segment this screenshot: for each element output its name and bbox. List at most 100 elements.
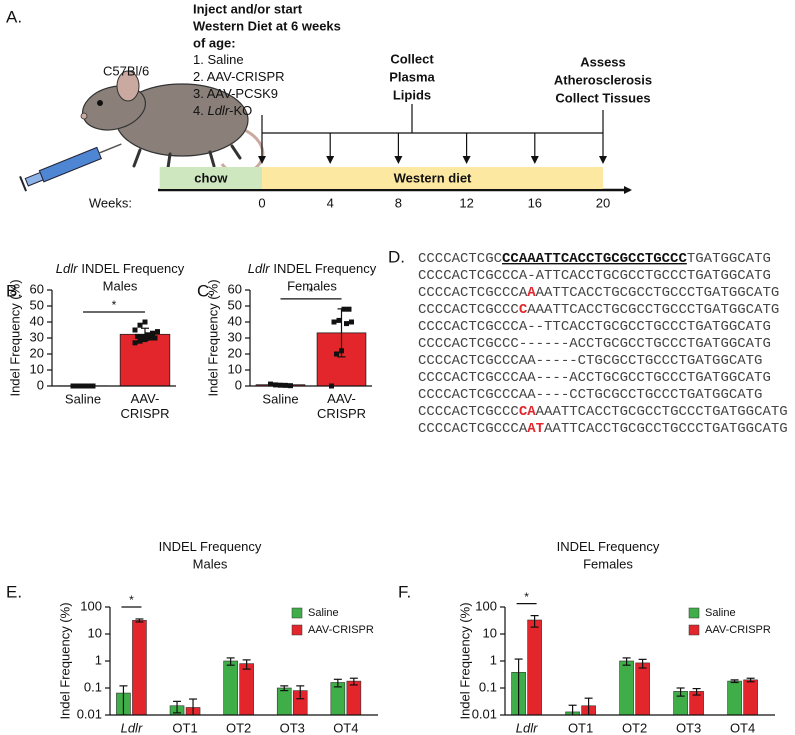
x-tick-label: OT3 <box>676 720 701 735</box>
x-tick-line: CRISPR <box>317 406 366 421</box>
y-tick-label: 10 <box>30 361 44 376</box>
sequence-plain: CCCCACTCGCCCA--TTCACCTGCGCCTGCCCTGATGGCA… <box>418 319 771 335</box>
sequence-line: CCCCACTCGCCCAA-----CTGCGCCTGCCCTGATGGCAT… <box>418 353 762 369</box>
data-point <box>142 319 148 325</box>
sequence-line: CCCCACTCGCCC------ACCTGCGCCTGCCCTGATGGCA… <box>418 336 771 352</box>
treatment-item: 4. Ldlr-KO <box>193 103 252 118</box>
sequence-plain: CCCCACTCGCCC <box>418 404 519 420</box>
y-tick-label: 60 <box>228 281 242 296</box>
legend-label: AAV-CRISPR <box>308 624 374 636</box>
bar <box>239 663 254 715</box>
y-tick-label: 0 <box>37 377 44 392</box>
diet-phase <box>262 167 603 189</box>
data-point <box>288 383 293 389</box>
plot-area <box>511 615 758 715</box>
sequence-insert: AT <box>527 421 544 437</box>
data-point <box>155 329 160 335</box>
sequence-line: CCCCACTCGCCCAATAATTCACCTGCGCCTGCCCTGATGG… <box>418 421 788 437</box>
sequence-line: CCCCACTCGCCCAAATTCACCTGCGCCTGCCCTGATGGCA… <box>418 251 771 267</box>
data-point <box>152 335 158 341</box>
week-tick-label: 20 <box>596 195 610 210</box>
event-label: Collect <box>390 51 434 66</box>
y-axis-label: Indel Frequency (%) <box>457 602 472 719</box>
sequence-plain: CCCCACTCGC <box>418 251 502 267</box>
injection-heading: of age: <box>193 35 236 50</box>
week-tick-label: 16 <box>528 195 542 210</box>
x-tick-line: AAV- <box>327 391 356 406</box>
plot-area <box>57 327 171 386</box>
bar <box>223 660 238 715</box>
x-tick-label: AAV-CRISPR <box>317 391 366 421</box>
y-tick-label: 10 <box>88 625 102 640</box>
sequence-plain: CCCCACTCGCCC------ACCTGCGCCTGCCCTGATGGCA… <box>418 336 771 352</box>
syringe-illustration <box>19 143 122 192</box>
significance-label: * <box>129 593 134 607</box>
chart-subtitle: Males <box>193 556 228 571</box>
sequence-plain: CCCCACTCGCCC <box>418 302 519 318</box>
bar <box>619 660 634 715</box>
panel-label: B. <box>6 281 22 300</box>
x-tick-line: CRISPR <box>120 406 169 421</box>
item-text: 2. AAV-CRISPR <box>193 69 285 84</box>
data-point <box>336 317 342 323</box>
data-point <box>85 383 91 389</box>
x-tick-label: Ldlr <box>516 720 538 735</box>
timeline-connectors <box>158 104 632 194</box>
data-point <box>137 338 143 344</box>
y-tick-label: 1 <box>95 652 102 667</box>
data-point <box>334 351 339 357</box>
sequence-plain: CCCCACTCGCCCAA----ACCTGCGCCTGCCCTGATGGCA… <box>418 370 771 386</box>
y-tick-label: 0.01 <box>77 706 102 721</box>
y-tick-label: 40 <box>228 313 242 328</box>
legend-swatch <box>291 624 303 636</box>
item-text: 4. <box>193 103 207 118</box>
title-part: INDEL Frequency <box>81 261 184 276</box>
y-tick-label: 30 <box>228 329 242 344</box>
legend-label: Saline <box>705 607 736 619</box>
x-tick-label: OT2 <box>226 720 251 735</box>
data-point <box>278 382 283 388</box>
x-tick-label: Saline <box>65 391 101 406</box>
bar <box>727 680 742 715</box>
legend-label: AAV-CRISPR <box>705 624 771 636</box>
event-label: Lipids <box>393 87 431 102</box>
data-point <box>273 382 278 388</box>
data-point <box>135 333 140 339</box>
treatment-item: 2. AAV-CRISPR <box>193 69 285 84</box>
y-tick-label: 10 <box>483 625 497 640</box>
sequence-plain: CCCCACTCGCCCAA-----CTGCGCCTGCCCTGATGGCAT… <box>418 353 762 369</box>
legend-label: Saline <box>308 607 339 619</box>
sequence-plain: CCCCACTCGCCCA <box>418 421 528 437</box>
y-tick-label: 1 <box>490 652 497 667</box>
y-axis-label: Indel Frequency (%) <box>205 279 220 396</box>
panel-label: A. <box>6 7 22 26</box>
data-point <box>140 333 145 339</box>
plot-area <box>116 618 362 715</box>
data-point <box>268 381 273 387</box>
injection-heading: Western Diet at 6 weeks <box>193 18 341 33</box>
x-tick-label: OT2 <box>622 720 647 735</box>
y-tick-label: 0 <box>235 377 242 392</box>
y-tick-label: 50 <box>228 297 242 312</box>
y-tick-label: 0.01 <box>472 706 497 721</box>
y-tick-label: 100 <box>80 598 102 613</box>
diet-phase-label: chow <box>194 170 228 185</box>
y-axis-label: Indel Frequency (%) <box>57 602 72 719</box>
diet-phase <box>159 167 262 189</box>
title-part: INDEL Frequency <box>159 539 262 554</box>
sequence-plain: CCCCACTCGCCCA-ATTCACCTGCGCCTGCCCTGATGGCA… <box>418 268 771 284</box>
x-tick-label: OT1 <box>568 720 593 735</box>
sequence-plain: CCCCACTCGCCCAA----CCTGCGCCTGCCCTGATGGCAT… <box>418 387 762 403</box>
panel-label: C. <box>197 281 214 300</box>
sequence-line: CCCCACTCGCCCAAAATTCACCTGCGCCTGCCCTGATGGC… <box>418 285 779 301</box>
y-tick-label: 0.1 <box>84 679 102 694</box>
chart-title: Ldlr INDEL Frequency <box>56 261 185 276</box>
strain-label: C57Bl/6 <box>103 63 149 78</box>
week-tick-label: 0 <box>258 195 265 210</box>
data-point <box>329 383 334 389</box>
x-tick-label: Ldlr <box>121 720 143 735</box>
data-point <box>75 383 81 389</box>
data-point <box>349 319 354 325</box>
chart-subtitle: Males <box>103 278 138 293</box>
